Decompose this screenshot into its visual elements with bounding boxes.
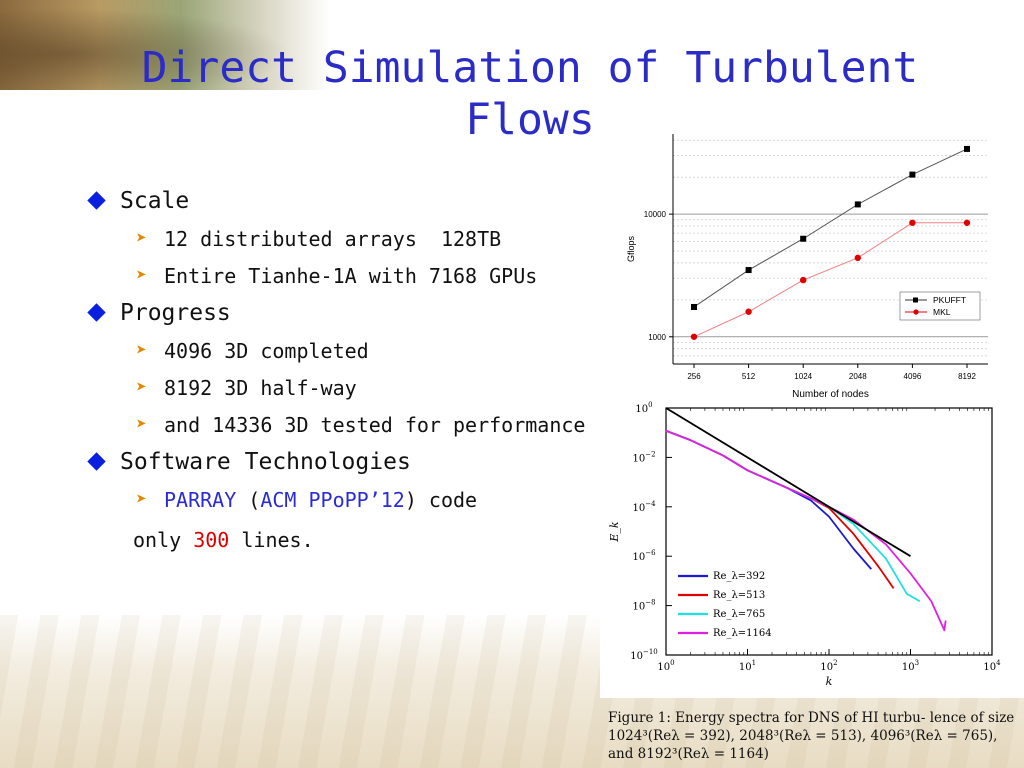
parray-link: PARRAY bbox=[164, 487, 237, 512]
energy-spectra-chart: 100 101 102 103 104 100 10−2 10−4 10−6 10−8 10−10 k… bbox=[608, 401, 1001, 688]
y-tick-label: 10−2 bbox=[632, 450, 655, 464]
paren-open: ( bbox=[236, 487, 261, 512]
bullet-label: Progress bbox=[120, 300, 231, 326]
sub-bullet-text: and 14336 3D tested for performance bbox=[164, 412, 586, 437]
diamond-bullet-icon bbox=[86, 451, 108, 473]
x-axis-label: Number of nodes bbox=[792, 389, 869, 400]
header-photo-decoration bbox=[0, 0, 330, 90]
diamond-bullet-icon bbox=[86, 302, 108, 324]
paren-close: ) bbox=[404, 487, 417, 512]
sub-bullet: ➤ 12 distributed arrays 128TB bbox=[86, 220, 606, 257]
y-axis-label: E_k bbox=[608, 521, 621, 543]
y-tick-label: 1000 bbox=[648, 333, 666, 342]
bullet-list: Scale ➤ 12 distributed arrays 128TB ➤ En… bbox=[86, 182, 606, 518]
y-tick-label: 10−8 bbox=[632, 599, 655, 613]
series-line bbox=[693, 148, 968, 308]
slide-title: Direct Simulation of Turbulent Flows bbox=[141, 43, 919, 145]
x-tick-label: 1024 bbox=[794, 372, 812, 381]
y-tick-label: 10−6 bbox=[632, 549, 656, 563]
legend-label: Re_λ=1164 bbox=[713, 628, 772, 639]
arrow-bullet-icon: ➤ bbox=[136, 414, 147, 435]
gflops-chart: 1000 10000 256 512 1024 2048 4096 8192 Number of… bbox=[626, 134, 988, 400]
legend-label: PKUFFT bbox=[933, 295, 966, 305]
line-count: 300 bbox=[193, 528, 230, 552]
cont-post: lines. bbox=[229, 528, 314, 552]
data-point bbox=[691, 303, 697, 310]
legend-box bbox=[899, 291, 981, 321]
conference-name: ACM PPoPP’12 bbox=[260, 487, 405, 512]
plot-area bbox=[673, 134, 988, 364]
data-point bbox=[964, 145, 970, 152]
legend-marker bbox=[913, 309, 919, 315]
sub-bullet-text: Entire Tianhe-1A with 7168 GPUs bbox=[164, 263, 538, 288]
legend-label: MKL bbox=[933, 307, 951, 317]
data-point bbox=[909, 219, 916, 226]
data-point bbox=[745, 308, 752, 315]
legend-label: Re_λ=392 bbox=[713, 571, 765, 582]
sub-bullet: ➤ and 14336 3D tested for performance bbox=[86, 406, 606, 443]
x-tick-label: 103 bbox=[902, 659, 919, 673]
data-point bbox=[745, 267, 752, 274]
arrow-bullet-icon: ➤ bbox=[136, 489, 147, 510]
legend-marker bbox=[913, 297, 918, 303]
data-point bbox=[909, 171, 916, 178]
diamond-bullet-icon bbox=[86, 190, 108, 212]
data-point bbox=[854, 201, 861, 208]
code-word: code bbox=[416, 487, 478, 512]
arrow-bullet-icon: ➤ bbox=[136, 228, 147, 249]
data-point bbox=[963, 219, 971, 226]
arrow-bullet-icon: ➤ bbox=[136, 377, 147, 398]
sub-bullet-text: 4096 3D completed bbox=[164, 338, 369, 363]
sub-bullet-text: 8192 3D half-way bbox=[164, 375, 357, 400]
x-tick-label: 8192 bbox=[958, 372, 976, 381]
arrow-bullet-icon: ➤ bbox=[136, 340, 147, 361]
data-point bbox=[800, 235, 807, 242]
bullet-scale: Scale bbox=[86, 182, 606, 220]
x-tick-label: 102 bbox=[820, 659, 837, 673]
sub-bullet: ➤ Entire Tianhe-1A with 7168 GPUs bbox=[86, 257, 606, 294]
x-tick-label: 100 bbox=[657, 659, 674, 673]
y-tick-label: 10000 bbox=[644, 210, 667, 219]
x-tick-label: 101 bbox=[739, 659, 756, 673]
bullet-progress: Progress bbox=[86, 294, 606, 332]
energy-spectra-figure: 100 101 102 103 104 100 10−2 10−4 10−6 10−8 10−10 k… bbox=[600, 398, 1024, 698]
y-tick-label: 10−4 bbox=[632, 500, 656, 514]
data-point bbox=[800, 276, 807, 284]
y-tick-label: 100 bbox=[635, 401, 652, 415]
x-tick-label: 2048 bbox=[849, 372, 867, 381]
continuation-line: only 300 lines. bbox=[133, 528, 314, 552]
data-point bbox=[690, 333, 698, 340]
bullet-label: Scale bbox=[120, 188, 190, 214]
x-axis-label: k bbox=[826, 675, 833, 688]
data-point bbox=[854, 254, 861, 262]
cont-pre: only bbox=[133, 528, 194, 552]
legend-label: Re_λ=513 bbox=[713, 590, 765, 601]
y-axis-label: Gflops bbox=[626, 235, 636, 262]
x-tick-label: 256 bbox=[687, 372, 701, 381]
bullet-software: Software Technologies bbox=[86, 443, 606, 481]
x-tick-label: 512 bbox=[742, 372, 756, 381]
figure-caption: Figure 1: Energy spectra for DNS of HI t… bbox=[608, 710, 1015, 762]
sub-bullet-text: 12 distributed arrays 128TB bbox=[164, 226, 502, 251]
legend-label: Re_λ=765 bbox=[713, 609, 765, 620]
x-tick-label: 4096 bbox=[904, 372, 922, 381]
spectrum-line bbox=[665, 407, 911, 557]
series-line bbox=[693, 222, 967, 338]
arrow-bullet-icon: ➤ bbox=[136, 265, 147, 286]
sub-bullet: ➤ PARRAY (ACM PPoPP’12) code bbox=[86, 481, 606, 518]
x-tick-label: 104 bbox=[983, 659, 1001, 673]
sub-bullet: ➤ 4096 3D completed bbox=[86, 332, 606, 369]
y-tick-label: 10−10 bbox=[630, 648, 658, 662]
sub-bullet: ➤ 8192 3D half-way bbox=[86, 369, 606, 406]
bullet-label: Software Technologies bbox=[120, 449, 411, 475]
